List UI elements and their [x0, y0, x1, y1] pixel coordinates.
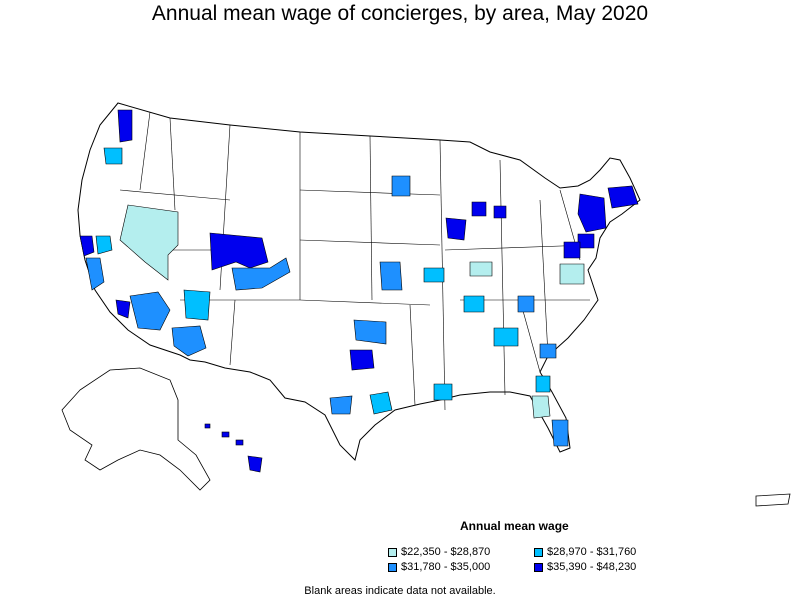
- region-detroit: [493, 205, 507, 219]
- legend-swatch-2: [534, 547, 543, 557]
- region-california-south: [115, 299, 131, 319]
- legend-swatch-4: [534, 562, 543, 572]
- region-new-mexico: [183, 289, 211, 321]
- alaska-outline: [61, 367, 211, 491]
- region-arizona-tucson: [171, 325, 207, 357]
- legend-title: Annual mean wage: [460, 519, 569, 533]
- map-title: Annual mean wage of concierges, by area,…: [151, 2, 649, 25]
- region-san-antonio: [329, 395, 353, 415]
- region-charlotte: [517, 295, 535, 313]
- region-utah: [231, 257, 291, 291]
- puerto-rico: [755, 493, 791, 507]
- region-atlanta: [493, 327, 519, 347]
- region-jacksonville: [539, 343, 557, 359]
- region-kentucky: [469, 261, 493, 277]
- legend-item-2: $28,970 - $31,760: [534, 546, 636, 558]
- region-kansas-city: [379, 261, 403, 291]
- legend-label-1: $22,350 - $28,870: [401, 546, 491, 558]
- region-seattle: [117, 109, 133, 143]
- region-dallas: [349, 349, 375, 371]
- region-new-york: [577, 193, 607, 233]
- hawaii-islands: [204, 423, 263, 473]
- legend-item-4: $35,390 - $48,230: [534, 561, 636, 573]
- region-california-central: [85, 257, 105, 291]
- region-houston: [369, 391, 393, 415]
- region-boston: [607, 185, 639, 209]
- legend-label-2: $28,970 - $31,760: [547, 546, 637, 558]
- region-chicago: [445, 217, 467, 241]
- region-portland: [103, 147, 123, 165]
- region-philadelphia: [577, 233, 595, 249]
- region-tampa: [531, 395, 551, 419]
- region-virginia: [559, 263, 585, 285]
- legend-label-3: $31,780 - $35,000: [401, 561, 491, 573]
- region-milwaukee: [471, 201, 487, 217]
- region-miami: [551, 419, 569, 447]
- region-nevada: [119, 204, 179, 281]
- region-oklahoma: [353, 319, 387, 345]
- legend-label-4: $35,390 - $48,230: [547, 561, 637, 573]
- region-washington-dc: [563, 241, 581, 259]
- region-nashville: [463, 295, 485, 313]
- region-st-louis: [423, 267, 445, 283]
- region-minneapolis: [391, 175, 411, 197]
- region-california-valley: [95, 235, 113, 255]
- region-california-north: [79, 235, 95, 257]
- legend-swatch-1: [388, 547, 397, 557]
- legend-swatch-3: [388, 562, 397, 572]
- footnote: Blank areas indicate data not available.: [304, 585, 496, 597]
- legend-item-3: $31,780 - $35,000: [388, 561, 490, 573]
- region-new-orleans: [433, 383, 453, 401]
- legend-item-1: $22,350 - $28,870: [388, 546, 490, 558]
- region-orlando: [535, 375, 551, 393]
- region-arizona-phoenix: [129, 291, 171, 331]
